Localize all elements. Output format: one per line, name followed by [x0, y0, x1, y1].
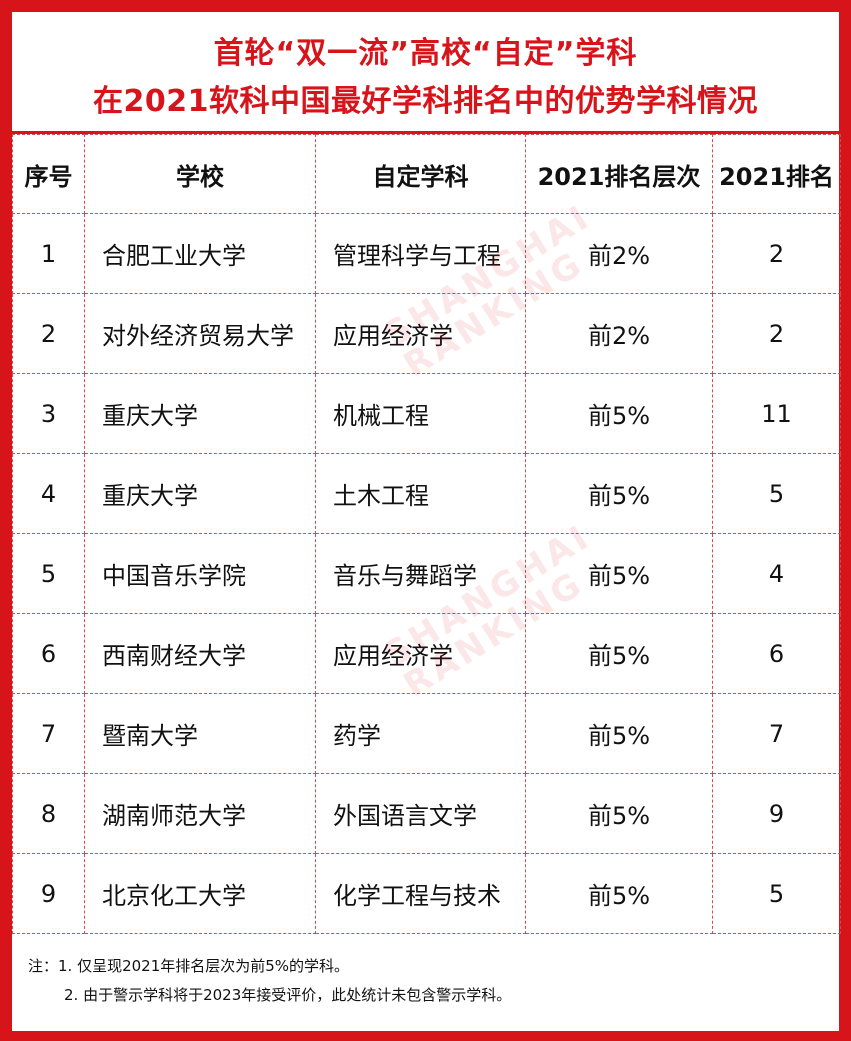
- cell-subject: 土木工程: [315, 453, 526, 534]
- cell-tier: 前5%: [525, 693, 713, 774]
- cell-index: 4: [12, 453, 85, 534]
- cell-index: 5: [12, 533, 85, 614]
- table-row: 1 合肥工业大学 管理科学与工程 前2% 2: [12, 213, 841, 294]
- cell-index: 6: [12, 613, 85, 694]
- table-row: 6 西南财经大学 应用经济学 前5% 6: [12, 613, 841, 694]
- cell-rank: 9: [712, 773, 841, 854]
- header-index: 序号: [12, 134, 85, 214]
- cell-school: 重庆大学: [84, 453, 316, 534]
- table-row: 2 对外经济贸易大学 应用经济学 前2% 2: [12, 293, 841, 374]
- cell-subject: 机械工程: [315, 373, 526, 454]
- cell-tier: 前2%: [525, 213, 713, 294]
- cell-tier: 前5%: [525, 453, 713, 534]
- table-row: 9 北京化工大学 化学工程与技术 前5% 5: [12, 853, 841, 934]
- cell-school: 对外经济贸易大学: [84, 293, 316, 374]
- table-header-row: 序号 学校 自定学科 2021排名层次 2021排名: [12, 134, 841, 214]
- table-row: 7 暨南大学 药学 前5% 7: [12, 693, 841, 774]
- page-subtitle: 在2021软科中国最好学科排名中的优势学科情况: [93, 84, 758, 119]
- cell-rank: 2: [712, 293, 841, 374]
- cell-tier: 前5%: [525, 853, 713, 934]
- footnotes: 注：1. 仅呈现2021年排名层次为前5%的学科。 2. 由于警示学科将于202…: [28, 952, 511, 1010]
- header-school: 学校: [84, 134, 316, 214]
- cell-index: 7: [12, 693, 85, 774]
- table-row: 3 重庆大学 机械工程 前5% 11: [12, 373, 841, 454]
- cell-school: 西南财经大学: [84, 613, 316, 694]
- cell-rank: 4: [712, 533, 841, 614]
- title-divider: [12, 131, 839, 134]
- cell-school: 重庆大学: [84, 373, 316, 454]
- footnote-1: 注：1. 仅呈现2021年排名层次为前5%的学科。: [28, 957, 350, 975]
- cell-rank: 5: [712, 453, 841, 534]
- cell-subject: 化学工程与技术: [315, 853, 526, 934]
- cell-subject: 药学: [315, 693, 526, 774]
- cell-tier: 前2%: [525, 293, 713, 374]
- cell-index: 9: [12, 853, 85, 934]
- cell-subject: 外国语言文学: [315, 773, 526, 854]
- cell-index: 3: [12, 373, 85, 454]
- cell-school: 暨南大学: [84, 693, 316, 774]
- ranking-table: 序号 学校 自定学科 2021排名层次 2021排名 1 合肥工业大学 管理科学…: [12, 134, 841, 934]
- cell-subject: 应用经济学: [315, 293, 526, 374]
- title-area: 首轮“双一流”高校“自定”学科 在2021软科中国最好学科排名中的优势学科情况: [12, 12, 839, 130]
- cell-tier: 前5%: [525, 533, 713, 614]
- cell-tier: 前5%: [525, 373, 713, 454]
- cell-rank: 2: [712, 213, 841, 294]
- cell-rank: 11: [712, 373, 841, 454]
- cell-school: 中国音乐学院: [84, 533, 316, 614]
- cell-subject: 应用经济学: [315, 613, 526, 694]
- header-rank: 2021排名: [712, 134, 841, 214]
- cell-school: 合肥工业大学: [84, 213, 316, 294]
- header-subject: 自定学科: [315, 134, 526, 214]
- cell-rank: 6: [712, 613, 841, 694]
- cell-rank: 5: [712, 853, 841, 934]
- cell-index: 1: [12, 213, 85, 294]
- table-row: 4 重庆大学 土木工程 前5% 5: [12, 453, 841, 534]
- page-title: 首轮“双一流”高校“自定”学科: [213, 36, 638, 71]
- cell-rank: 7: [712, 693, 841, 774]
- cell-tier: 前5%: [525, 773, 713, 854]
- table-row: 5 中国音乐学院 音乐与舞蹈学 前5% 4: [12, 533, 841, 614]
- cell-school: 湖南师范大学: [84, 773, 316, 854]
- cell-index: 8: [12, 773, 85, 854]
- cell-school: 北京化工大学: [84, 853, 316, 934]
- footnote-2: 2. 由于警示学科将于2023年接受评价，此处统计未包含警示学科。: [64, 986, 512, 1004]
- cell-subject: 音乐与舞蹈学: [315, 533, 526, 614]
- cell-index: 2: [12, 293, 85, 374]
- cell-tier: 前5%: [525, 613, 713, 694]
- header-tier: 2021排名层次: [525, 134, 713, 214]
- table-row: 8 湖南师范大学 外国语言文学 前5% 9: [12, 773, 841, 854]
- cell-subject: 管理科学与工程: [315, 213, 526, 294]
